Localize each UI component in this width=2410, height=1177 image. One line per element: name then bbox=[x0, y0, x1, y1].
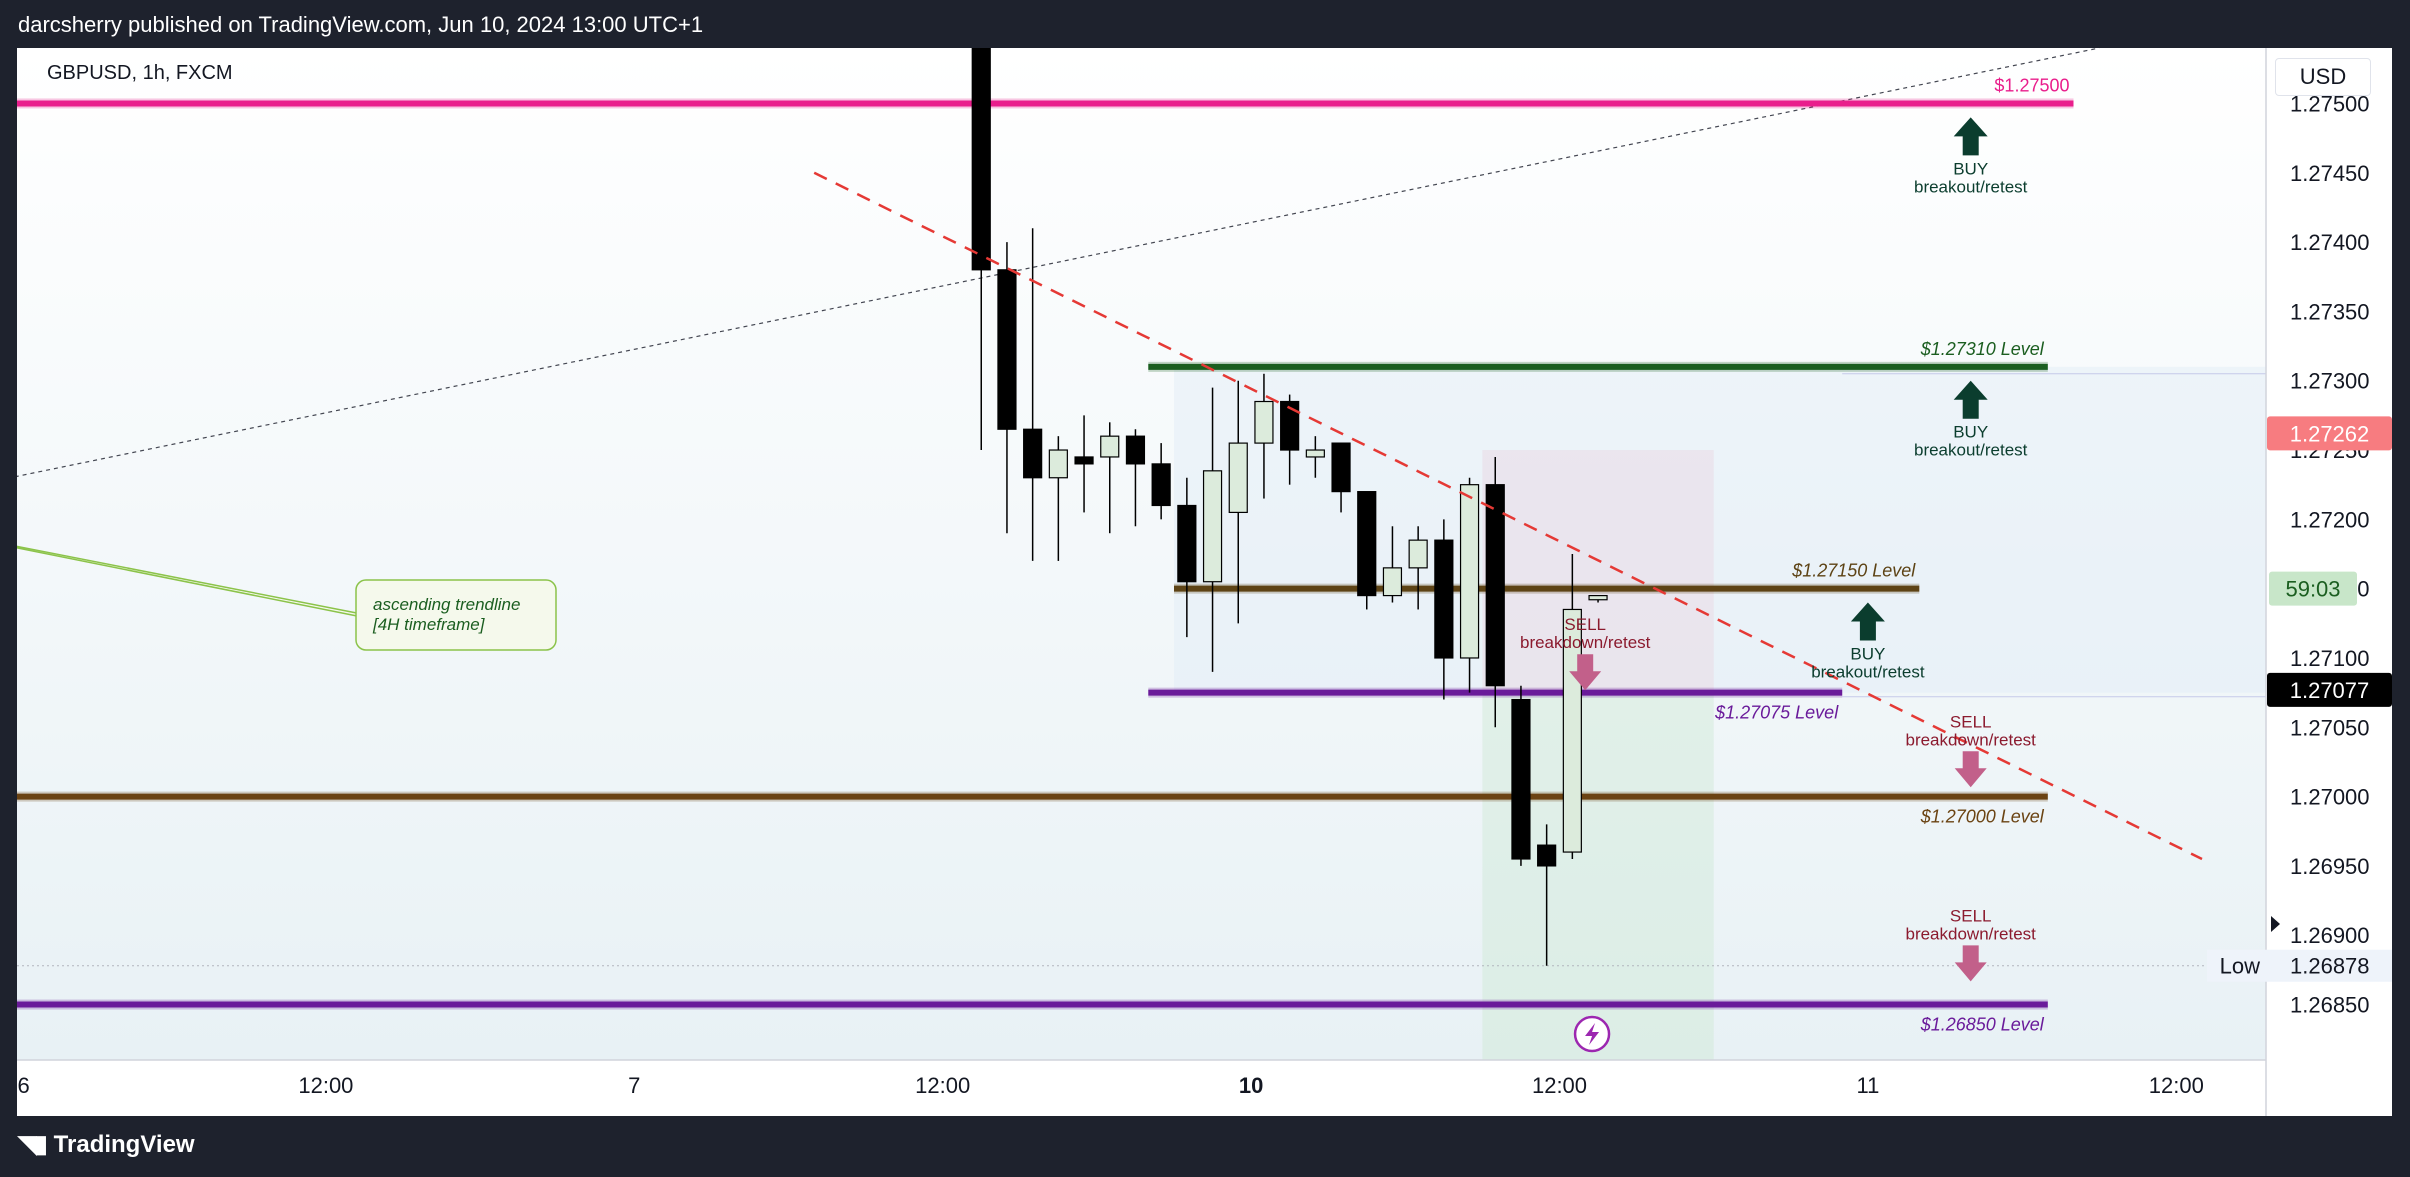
bull-candle bbox=[1305, 449, 1325, 458]
bear-candle bbox=[1280, 400, 1300, 451]
tradingview-logo[interactable]: ◥▮ TradingView bbox=[18, 1130, 195, 1159]
chart-area[interactable]: $1.27500 $1.27310 Level $1.27150 Level $1.2… bbox=[17, 48, 2392, 1116]
signal-subtitle: breakdown/retest bbox=[1905, 924, 2036, 943]
top-bar: darcsherry published on TradingView.com,… bbox=[0, 0, 2410, 48]
x-tick-label: 12:00 bbox=[915, 1073, 970, 1098]
plot-background bbox=[17, 48, 2266, 1060]
bear-candle bbox=[1331, 442, 1351, 493]
lightning-bolt-icon bbox=[1585, 1023, 1600, 1045]
bear-candle bbox=[1151, 463, 1171, 507]
level-label: $1.27500 bbox=[1994, 75, 2069, 95]
bull-candle bbox=[1100, 435, 1120, 458]
y-tick-label: 1.27050 bbox=[2290, 715, 2370, 740]
price-tag-label: 1.27077 bbox=[2290, 678, 2370, 703]
price-tag bbox=[2267, 416, 2392, 451]
x-tick-label: 12:00 bbox=[2149, 1073, 2204, 1098]
buy-arrow-icon bbox=[1953, 380, 1988, 419]
price-tag-label: 59:03 bbox=[2285, 577, 2340, 602]
brand-name: TradingView bbox=[53, 1131, 195, 1158]
bear-candle bbox=[1357, 491, 1377, 597]
sell-arrow-icon bbox=[1954, 945, 1987, 982]
bull-candle bbox=[1459, 484, 1480, 659]
signal-title: BUY bbox=[1953, 423, 1988, 442]
signal-title: SELL bbox=[1564, 615, 1606, 634]
level-label: $1.26850 Level bbox=[1920, 1015, 2045, 1035]
y-tick-label: 1.27350 bbox=[2290, 299, 2370, 324]
bear-candle bbox=[1023, 428, 1043, 479]
low-marker-label: Low bbox=[2220, 954, 2260, 979]
buy-arrow-icon bbox=[1850, 602, 1885, 641]
sell-arrow-icon bbox=[1569, 654, 1602, 691]
level-label: $1.27310 Level bbox=[1920, 339, 2045, 359]
x-tick-label: 10 bbox=[1239, 1073, 1263, 1098]
low-marker-value: 1.26878 bbox=[2290, 954, 2370, 979]
symbol-label: GBPUSD, 1h, FXCM bbox=[47, 62, 233, 84]
bull-candle bbox=[1202, 470, 1223, 583]
y-tick-label: 1.27100 bbox=[2290, 646, 2370, 671]
bear-candle bbox=[971, 48, 991, 271]
bear-candle bbox=[1125, 435, 1146, 465]
y-tick-label: 1.26950 bbox=[2290, 854, 2370, 879]
y-tick-label: 1.26900 bbox=[2290, 923, 2370, 948]
bull-candle bbox=[1228, 442, 1248, 514]
range-box bbox=[1174, 366, 2266, 693]
y-tick-label: 1.27450 bbox=[2290, 161, 2370, 186]
bear-candle bbox=[1434, 539, 1454, 659]
bear-candle bbox=[1074, 456, 1094, 465]
descending-trendline bbox=[813, 171, 2203, 861]
x-tick-label: 12:00 bbox=[1532, 1073, 1587, 1098]
y-tick-label: 1.27400 bbox=[2290, 230, 2370, 255]
plot-layer: $1.27500 $1.27310 Level $1.27150 Level $1.2… bbox=[17, 48, 2266, 1060]
signal-subtitle: breakdown/retest bbox=[1905, 730, 2036, 749]
bull-candle bbox=[1588, 594, 1608, 601]
bear-candle bbox=[1537, 844, 1557, 867]
bull-candle bbox=[1254, 400, 1274, 444]
y-tick-label: 1.26850 bbox=[2290, 993, 2370, 1018]
trade-box-stop-zone bbox=[1482, 450, 1714, 693]
bull-candle bbox=[1562, 608, 1582, 853]
level-label: $1.27075 Level bbox=[1714, 703, 1839, 723]
y-tick-label: 1.27300 bbox=[2290, 369, 2370, 394]
x-tick-label: 6 bbox=[18, 1073, 30, 1098]
price-tag bbox=[2267, 672, 2392, 707]
level-label: $1.27150 Level bbox=[1791, 561, 1916, 581]
signal-subtitle: breakout/retest bbox=[1811, 663, 1925, 682]
x-tick-label: 7 bbox=[628, 1073, 640, 1098]
x-tick-label: 11 bbox=[1856, 1073, 1879, 1098]
signal-title: SELL bbox=[1950, 906, 1992, 925]
signal-title: BUY bbox=[1850, 645, 1885, 664]
bear-candle bbox=[1177, 504, 1197, 583]
candlestick-chart[interactable]: $1.27500 $1.27310 Level $1.27150 Level $1.2… bbox=[17, 48, 2392, 1116]
buy-arrow-icon bbox=[1953, 117, 1988, 156]
currency-selector[interactable]: USD bbox=[2275, 58, 2371, 96]
callout-box bbox=[355, 579, 557, 651]
price-tag-label: 1.27262 bbox=[2290, 421, 2370, 446]
level-label: $1.27000 Level bbox=[1920, 807, 2045, 827]
low-marker-bg bbox=[2207, 949, 2392, 982]
bear-candle bbox=[1485, 484, 1505, 687]
x-tick-label: 12:00 bbox=[298, 1073, 353, 1098]
signal-title: BUY bbox=[1953, 159, 1988, 178]
tradingview-logo-icon: ◥▮ bbox=[18, 1131, 48, 1158]
signal-subtitle: breakdown/retest bbox=[1520, 633, 1651, 652]
signal-subtitle: breakout/retest bbox=[1914, 441, 2028, 460]
bull-candle bbox=[1048, 449, 1068, 479]
signal-title: SELL bbox=[1950, 712, 1992, 731]
sell-arrow-icon bbox=[1954, 751, 1987, 788]
y-tick-label: 1.27200 bbox=[2290, 507, 2370, 532]
bull-candle bbox=[1382, 567, 1403, 597]
bottom-bar bbox=[0, 1116, 2410, 1177]
price-tag bbox=[2269, 571, 2357, 606]
bull-candle bbox=[1408, 539, 1428, 569]
axis-scroll-icon bbox=[2271, 916, 2280, 932]
publisher-text: darcsherry published on TradingView.com,… bbox=[18, 12, 704, 37]
y-tick-label: 1.27000 bbox=[2290, 785, 2370, 810]
bear-candle bbox=[997, 269, 1017, 430]
signal-subtitle: breakout/retest bbox=[1914, 177, 2028, 196]
callout-line: ascending trendline bbox=[373, 595, 520, 614]
callout-line: [4H timeframe] bbox=[372, 615, 486, 634]
bear-candle bbox=[1511, 698, 1531, 860]
